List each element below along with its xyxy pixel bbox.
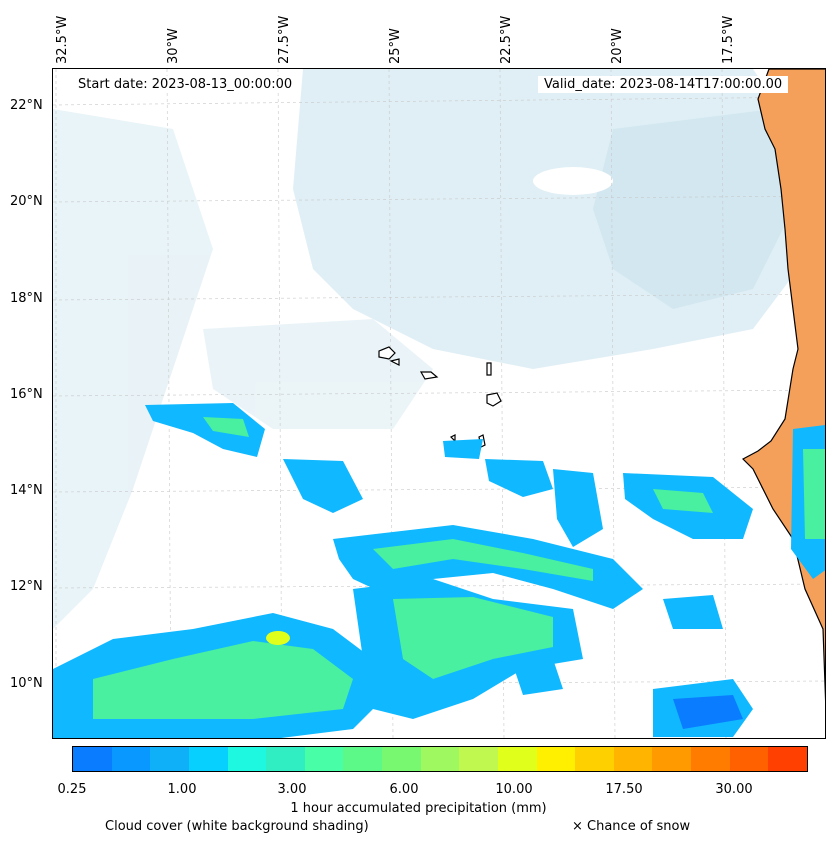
colorbar-swatch	[188, 747, 228, 771]
precip-band-southwest-core	[93, 641, 353, 719]
colorbar-swatch	[73, 747, 112, 771]
cloud-clear-patch	[533, 167, 613, 195]
map-canvas	[53, 69, 825, 738]
cloud-cover-legend: Cloud cover (white background shading)	[105, 819, 369, 834]
precip-band-coastal-core	[803, 449, 825, 539]
lon-label-30w: 30°W	[166, 28, 181, 64]
cbar-tick-3: 6.00	[389, 782, 419, 797]
lat-label-18n: 18°N	[10, 291, 43, 306]
cloud-cover-layer	[53, 69, 798, 629]
colorbar-swatch	[497, 747, 537, 771]
colorbar-swatch	[266, 747, 305, 771]
precip-cell-se-small-2	[513, 659, 563, 695]
start-date-label: Start date: 2023-08-13_00:00:00	[72, 76, 299, 93]
lon-label-20w: 20°W	[610, 28, 625, 64]
lon-label-27-5w: 27.5°W	[277, 15, 292, 64]
cbar-tick-0: 0.25	[57, 782, 87, 797]
cbar-tick-2: 3.00	[277, 782, 307, 797]
precip-band-south-central-core	[393, 597, 553, 679]
lat-label-12n: 12°N	[10, 579, 43, 594]
lat-label-20n: 20°N	[10, 194, 43, 209]
precip-cell-southeast-deep	[673, 695, 743, 729]
precip-band-east-core	[653, 489, 713, 513]
precip-band-main-core	[373, 539, 593, 581]
map-panel	[52, 68, 826, 739]
cloud-area-west	[53, 109, 213, 629]
lat-label-10n: 10°N	[10, 676, 43, 691]
colorbar-swatch	[575, 747, 614, 771]
cbar-tick-4: 10.00	[495, 782, 533, 797]
colorbar-swatch	[382, 747, 421, 771]
colorbar-swatch	[227, 747, 267, 771]
colorbar-swatch	[613, 747, 653, 771]
lon-label-32-5w: 32.5°W	[55, 15, 70, 64]
lat-label-16n: 16°N	[10, 387, 43, 402]
cbar-tick-1: 1.00	[167, 782, 197, 797]
lat-label-22n: 22°N	[10, 98, 43, 113]
precip-band-east-2	[553, 469, 603, 547]
colorbar-title: 1 hour accumulated precipitation (mm)	[290, 801, 547, 816]
colorbar-swatch	[150, 747, 189, 771]
cape-verde-islands	[378, 346, 502, 448]
precip-cell-center	[443, 439, 483, 459]
colorbar-swatch	[691, 747, 730, 771]
lon-label-17-5w: 17.5°W	[721, 15, 736, 64]
precip-cell-center-2	[485, 459, 553, 497]
cbar-tick-6: 30.00	[715, 782, 753, 797]
cloud-area-east	[593, 109, 793, 309]
colorbar-swatch	[652, 747, 691, 771]
cbar-tick-5: 17.50	[605, 782, 643, 797]
precip-cell-se-small	[663, 595, 723, 629]
colorbar-swatch	[729, 747, 769, 771]
colorbar-swatch	[304, 747, 344, 771]
valid-date-label: Valid_date: 2023-08-14T17:00:00.00	[538, 76, 789, 93]
colorbar-swatch	[459, 747, 498, 771]
precipitation-layer	[53, 403, 825, 738]
lon-label-22-5w: 22.5°W	[499, 15, 514, 64]
colorbar-swatch	[343, 747, 382, 771]
cloud-area-central	[203, 319, 433, 429]
colorbar-swatch	[536, 747, 576, 771]
precip-band-northwest-core	[203, 417, 249, 437]
colorbar-swatch	[420, 747, 460, 771]
lon-label-25w: 25°W	[388, 28, 403, 64]
precipitation-colorbar	[72, 746, 808, 772]
colorbar-swatch	[111, 747, 151, 771]
precip-band-northwest	[145, 403, 265, 457]
precip-peak	[266, 631, 290, 645]
precip-cell-west	[283, 459, 363, 513]
snow-legend: × Chance of snow	[572, 819, 691, 834]
colorbar-swatch	[768, 747, 807, 771]
lat-label-14n: 14°N	[10, 483, 43, 498]
